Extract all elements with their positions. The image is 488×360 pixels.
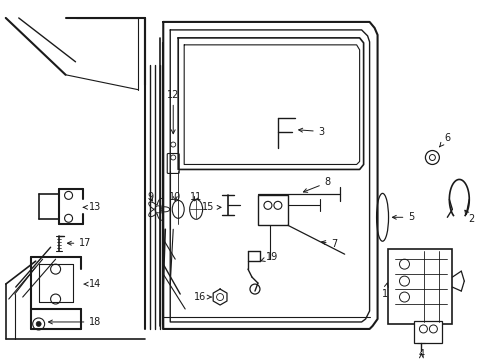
Circle shape: [249, 284, 260, 294]
Circle shape: [155, 206, 162, 213]
Text: 4: 4: [418, 349, 424, 359]
Ellipse shape: [172, 201, 184, 218]
Text: 8: 8: [303, 177, 330, 192]
Circle shape: [399, 292, 408, 302]
Circle shape: [170, 142, 175, 147]
Text: 11: 11: [190, 192, 202, 202]
Text: 16: 16: [194, 292, 211, 302]
Text: 14: 14: [83, 279, 102, 289]
Bar: [258, 195, 287, 225]
Text: 13: 13: [83, 202, 102, 212]
Circle shape: [64, 192, 72, 199]
Text: 3: 3: [298, 127, 324, 136]
Circle shape: [51, 264, 61, 274]
Text: 5: 5: [391, 212, 414, 222]
Circle shape: [399, 259, 408, 269]
Circle shape: [419, 325, 427, 333]
Text: 15: 15: [202, 202, 221, 212]
Text: 7: 7: [321, 239, 337, 249]
Text: 12: 12: [167, 90, 179, 134]
Text: 6: 6: [439, 132, 449, 147]
Text: 17: 17: [67, 238, 92, 248]
Circle shape: [273, 201, 281, 209]
Text: 9: 9: [147, 192, 153, 202]
Circle shape: [428, 325, 436, 333]
Bar: [387, 249, 451, 324]
Circle shape: [425, 150, 439, 165]
Text: 1: 1: [381, 283, 387, 299]
Ellipse shape: [189, 199, 202, 219]
Text: 2: 2: [464, 210, 473, 224]
FancyBboxPatch shape: [167, 153, 179, 174]
Circle shape: [399, 276, 408, 286]
Text: 18: 18: [48, 317, 102, 327]
Ellipse shape: [376, 193, 388, 241]
Circle shape: [428, 154, 434, 161]
Circle shape: [216, 293, 223, 301]
Circle shape: [264, 201, 271, 209]
Circle shape: [51, 294, 61, 304]
Bar: [414, 321, 442, 343]
Circle shape: [33, 318, 44, 330]
Text: 19: 19: [260, 252, 278, 262]
Circle shape: [170, 155, 175, 160]
Circle shape: [36, 321, 41, 327]
Circle shape: [64, 214, 72, 222]
Text: 10: 10: [169, 192, 181, 202]
